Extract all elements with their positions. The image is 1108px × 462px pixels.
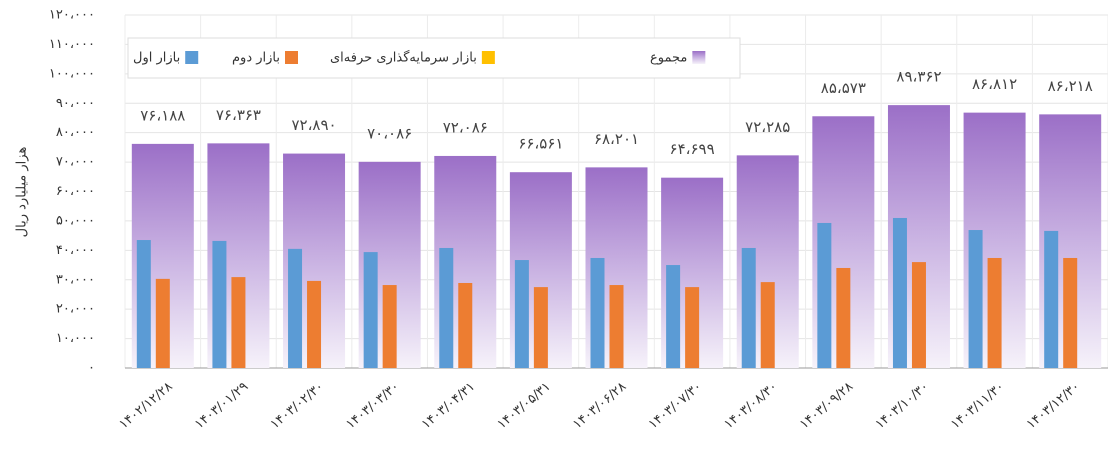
data-label: ۷۲،۰۸۶: [443, 118, 488, 136]
data-label: ۸۶،۲۱۸: [1048, 77, 1093, 95]
y-tick-label: ۱۰۰،۰۰۰: [49, 66, 95, 81]
data-label: ۸۵،۵۷۳: [821, 79, 866, 97]
data-label: ۷۲،۸۹۰: [291, 116, 336, 134]
data-label: ۸۶،۸۱۲: [972, 75, 1017, 93]
data-label: ۶۶،۵۶۱: [518, 135, 563, 153]
data-label: ۷۲،۲۸۵: [745, 118, 790, 136]
bar: [439, 247, 454, 368]
data-label: ۶۸،۲۰۱: [594, 130, 639, 148]
legend-label: بازار اول: [133, 51, 180, 66]
x-tick-label: ۱۴۰۳/۰۱/۲۹: [192, 379, 251, 432]
bar: [590, 257, 605, 368]
bar: [231, 277, 246, 368]
legend-label: بازار دوم: [232, 51, 280, 66]
x-tick-label: ۱۴۰۳/۰۲/۳۰: [268, 379, 327, 432]
bar: [836, 267, 851, 368]
legend-swatch: [481, 51, 495, 64]
x-tick-label: ۱۴۰۳/۱۱/۳۰: [948, 379, 1007, 432]
bar: [968, 230, 983, 368]
bar: [382, 285, 397, 368]
bar: [288, 248, 303, 368]
x-tick-label: ۱۴۰۳/۱۰/۳۰: [873, 379, 932, 432]
bar: [1044, 230, 1059, 368]
legend-swatch: [285, 51, 298, 64]
y-tick-label: ۶۰،۰۰۰: [56, 184, 95, 199]
bar: [685, 287, 700, 368]
y-tick-label: ۱۱۰،۰۰۰: [49, 37, 95, 52]
y-tick-label: ۹۰،۰۰۰: [56, 96, 95, 111]
y-tick-label: ۷۰،۰۰۰: [56, 155, 95, 170]
y-tick-label: ۲۰،۰۰۰: [56, 302, 95, 317]
x-tick-label: ۱۴۰۳/۰۴/۳۱: [419, 379, 478, 432]
bar: [609, 285, 624, 368]
x-tick-label: ۱۴۰۳/۰۸/۳۰: [721, 379, 780, 432]
bar: [987, 257, 1002, 368]
x-tick-label: ۱۴۰۳/۰۶/۲۸: [570, 379, 629, 432]
y-tick-label: ۴۰،۰۰۰: [56, 243, 95, 258]
bar: [760, 282, 775, 368]
legend-swatch: [692, 51, 706, 64]
bar: [136, 240, 151, 368]
bar: [666, 265, 681, 368]
bar: [817, 222, 832, 368]
x-tick-label: ۱۴۰۳/۱۲/۳۰: [1024, 379, 1083, 432]
x-tick-label: ۱۴۰۲/۱۲/۲۸: [116, 379, 175, 432]
x-tick-label: ۱۴۰۳/۰۹/۲۸: [797, 379, 856, 432]
x-tick-label: ۱۴۰۳/۰۷/۳۰: [646, 379, 705, 432]
bar: [892, 217, 907, 368]
bar: [307, 280, 322, 368]
data-label: ۷۶،۳۶۳: [216, 106, 261, 124]
y-tick-label: ۰: [88, 361, 95, 376]
bar: [212, 240, 227, 368]
legend-swatch: [185, 51, 199, 64]
data-label: ۷۰،۰۸۶: [367, 124, 412, 142]
data-label: ۷۶،۱۸۸: [140, 106, 185, 124]
bar: [1063, 257, 1078, 368]
y-tick-label: ۱۲۰،۰۰۰: [49, 8, 95, 23]
bar: [911, 262, 926, 368]
y-tick-label: ۳۰،۰۰۰: [56, 272, 95, 287]
bar: [155, 278, 170, 368]
legend-box: [127, 37, 741, 79]
y-tick-label: ۸۰،۰۰۰: [56, 125, 95, 140]
y-tick-label: ۵۰،۰۰۰: [56, 213, 95, 228]
y-axis-label: هزار میلیارد ریال: [15, 147, 30, 238]
bar: [514, 260, 529, 368]
bar: [533, 287, 548, 368]
x-tick-label: ۱۴۰۳/۰۳/۳۰: [343, 379, 402, 432]
bar: [363, 252, 378, 368]
data-label: ۶۴،۶۹۹: [670, 140, 715, 158]
legend-label: مجموع: [650, 51, 687, 66]
x-tick-label: ۱۴۰۳/۰۵/۳۱: [495, 379, 554, 432]
bar: [458, 282, 473, 368]
y-tick-label: ۱۰،۰۰۰: [56, 331, 95, 346]
data-label: ۸۹،۳۶۲: [896, 68, 941, 86]
bar: [741, 247, 756, 368]
legend-label: بازار سرمایه‌گذاری حرفه‌ای: [330, 50, 477, 66]
